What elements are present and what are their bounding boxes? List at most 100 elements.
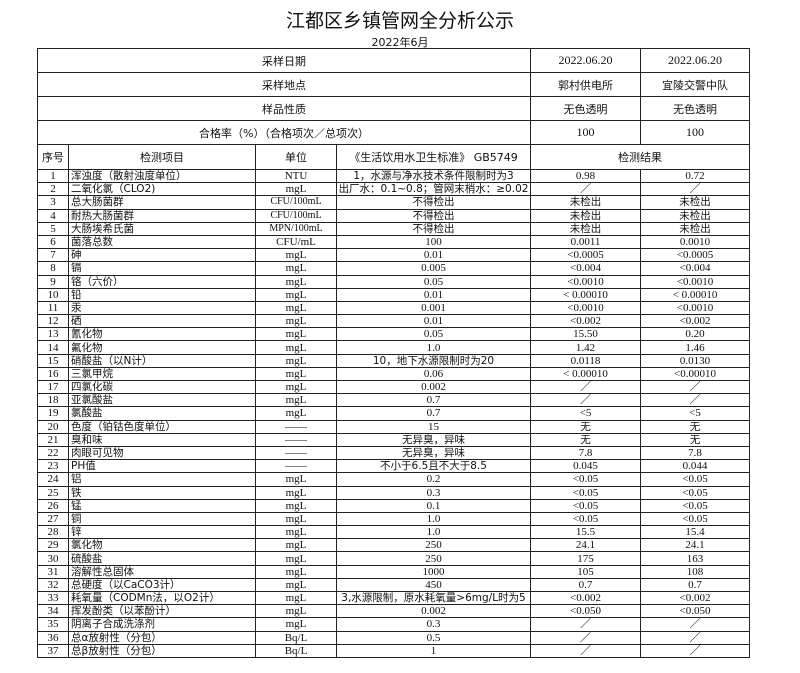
cell-item: 氟化物 xyxy=(68,340,256,355)
cell-seq: 31 xyxy=(37,564,69,579)
cell-standard: 0.01 xyxy=(336,287,531,302)
cell-seq: 3 xyxy=(37,195,69,210)
table-row: 14 氟化物 mgL 1.0 1.42 1.46 xyxy=(37,340,750,355)
cell-result-1: 0.98 xyxy=(530,168,641,184)
cell-seq: 24 xyxy=(37,472,69,487)
cell-unit: mgL xyxy=(255,617,337,632)
cell-seq: 16 xyxy=(37,366,69,382)
sample-nature-label: 样品性质 xyxy=(37,96,531,121)
sampling-date-label: 采样日期 xyxy=(37,48,531,73)
cell-seq: 34 xyxy=(37,604,69,619)
cell-result-1: 0.0011 xyxy=(530,234,641,250)
cell-result-1: <0.05 xyxy=(530,498,641,513)
cell-result-1: 无 xyxy=(530,419,641,434)
cell-result-1: ／ xyxy=(530,643,641,658)
cell-result-2: ／ xyxy=(640,630,750,645)
cell-unit: mgL xyxy=(255,182,337,197)
cell-seq: 27 xyxy=(37,511,69,527)
cell-standard: 250 xyxy=(336,538,531,553)
cell-item: 锰 xyxy=(68,498,256,513)
cell-seq: 14 xyxy=(37,340,69,355)
page-title: 江都区乡镇管网全分析公示 xyxy=(285,10,514,32)
cell-seq: 28 xyxy=(37,525,69,540)
table-row: 17 四氯化碳 mgL 0.002 ／／ xyxy=(37,379,750,395)
cell-result-1: ／ xyxy=(530,379,641,395)
cell-unit: mgL xyxy=(255,327,337,342)
sample-nature-1: 无色透明 xyxy=(530,96,641,121)
table-row: 7 砷 mgL 0.01 <0.0005 <0.0005 xyxy=(37,248,750,263)
cell-seq: 2 xyxy=(37,182,69,197)
cell-seq: 1 xyxy=(37,168,69,184)
cell-unit: —— xyxy=(255,459,337,474)
cell-result-2: <0.0010 xyxy=(640,274,750,289)
cell-standard: 250 xyxy=(336,551,531,566)
cell-standard: 1.0 xyxy=(336,340,531,355)
cell-standard: 不得检出 xyxy=(336,195,531,210)
cell-result-2: 108 xyxy=(640,564,750,579)
cell-item: 锌 xyxy=(68,525,256,540)
cell-result-1: < 0.00010 xyxy=(530,287,641,302)
cell-result-2: < 0.00010 xyxy=(640,287,750,302)
cell-unit: mgL xyxy=(255,366,337,382)
cell-result-1: <5 xyxy=(530,406,641,421)
sampling-date-2: 2022.06.20 xyxy=(640,48,750,73)
table-row: 2 二氧化氯（CLO2) mgL 出厂水：0.1~0.8；管网末梢水：≥0.02 ／／ xyxy=(37,182,750,197)
analysis-table: 采样日期 2022.06.20 2022.06.20 采样地点 郭村供电所 宜陵… xyxy=(37,48,750,658)
cell-standard: 3,水源限制，原水耗氧量>6mg/L时为5 xyxy=(336,590,531,606)
cell-result-2: ／ xyxy=(640,617,750,632)
cell-result-2: ／ xyxy=(640,379,750,395)
cell-unit: mgL xyxy=(255,314,337,329)
cell-unit: mgL xyxy=(255,261,337,276)
cell-item: 大肠埃希氏菌 xyxy=(68,221,256,236)
table-row: 6 菌落总数 CFU/mL 100 0.0011 0.0010 xyxy=(37,234,750,250)
table-row: 31 溶解性总固体 mgL 1000 105 108 xyxy=(37,564,750,579)
cell-standard: 0.3 xyxy=(336,485,531,500)
cell-standard: 无异臭，异味 xyxy=(336,445,531,461)
cell-standard: 15 xyxy=(336,419,531,434)
table-row: 19 氯酸盐 mgL 0.7 <5 <5 xyxy=(37,406,750,421)
cell-unit: —— xyxy=(255,445,337,461)
cell-unit: mgL xyxy=(255,274,337,289)
cell-seq: 4 xyxy=(37,208,69,223)
table-row: 5 大肠埃希氏菌 MPN/100mL 不得检出 未检出 未检出 xyxy=(37,221,750,236)
cell-unit: mgL xyxy=(255,485,337,500)
cell-result-1: 未检出 xyxy=(530,208,641,223)
cell-item: 溶解性总固体 xyxy=(68,564,256,579)
col-standard: 《生活饮用水卫生标准》 GB5749 xyxy=(336,144,531,170)
cell-standard: 0.005 xyxy=(336,261,531,276)
pass-rate-1: 100 xyxy=(530,120,641,145)
cell-unit: mgL xyxy=(255,564,337,579)
cell-standard: 0.002 xyxy=(336,379,531,395)
cell-result-1: <0.05 xyxy=(530,511,641,527)
cell-result-2: <0.05 xyxy=(640,472,750,487)
cell-result-2: 0.044 xyxy=(640,459,750,474)
cell-result-1: ／ xyxy=(530,393,641,408)
cell-item: 铅 xyxy=(68,287,256,302)
cell-item: 色度（铂钴色度单位） xyxy=(68,419,256,434)
cell-result-1: ／ xyxy=(530,182,641,197)
cell-standard: 1，水源与净水技术条件限制时为3 xyxy=(336,168,531,184)
cell-result-2: 0.7 xyxy=(640,577,750,593)
table-row: 22 肉眼可见物 —— 无异臭，异味 7.8 7.8 xyxy=(37,445,750,461)
table-row: 16 三氯甲烷 mgL 0.06 < 0.00010 <0.00010 xyxy=(37,366,750,382)
cell-result-2: 未检出 xyxy=(640,195,750,210)
col-item: 检测项目 xyxy=(68,144,256,170)
table-row: 33 耗氧量（CODMn法，以O2计） mgL 3,水源限制，原水耗氧量>6mg/L时… xyxy=(37,590,750,606)
table-row: 27 铜 mgL 1.0 <0.05 <0.05 xyxy=(37,511,750,527)
cell-result-2: <0.002 xyxy=(640,314,750,329)
cell-item: 四氯化碳 xyxy=(68,379,256,395)
cell-result-1: ／ xyxy=(530,617,641,632)
cell-standard: 1000 xyxy=(336,564,531,579)
table-row: 13 氰化物 mgL 0.05 15.50 0.20 xyxy=(37,327,750,342)
cell-result-1: 175 xyxy=(530,551,641,566)
cell-item: 二氧化氯（CLO2) xyxy=(68,182,256,197)
cell-unit: mgL xyxy=(255,498,337,513)
cell-seq: 15 xyxy=(37,353,69,368)
cell-result-2: <0.050 xyxy=(640,604,750,619)
cell-result-2: 无 xyxy=(640,432,750,447)
table-row: 28 锌 mgL 1.0 15.5 15.4 xyxy=(37,525,750,540)
cell-unit: mgL xyxy=(255,577,337,593)
table-row: 37 总β放射性（分包） Bq/L 1 ／／ xyxy=(37,643,750,658)
cell-result-1: 0.045 xyxy=(530,459,641,474)
cell-item: 氯酸盐 xyxy=(68,406,256,421)
